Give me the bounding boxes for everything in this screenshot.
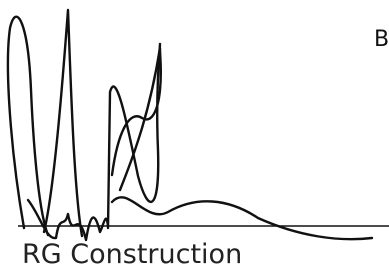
corner-letter: B [374, 27, 389, 52]
company-name: RG Construction [22, 239, 242, 270]
page: B RG Construction (() => { const data = … [0, 0, 389, 271]
logo: B RG Construction [0, 0, 389, 271]
